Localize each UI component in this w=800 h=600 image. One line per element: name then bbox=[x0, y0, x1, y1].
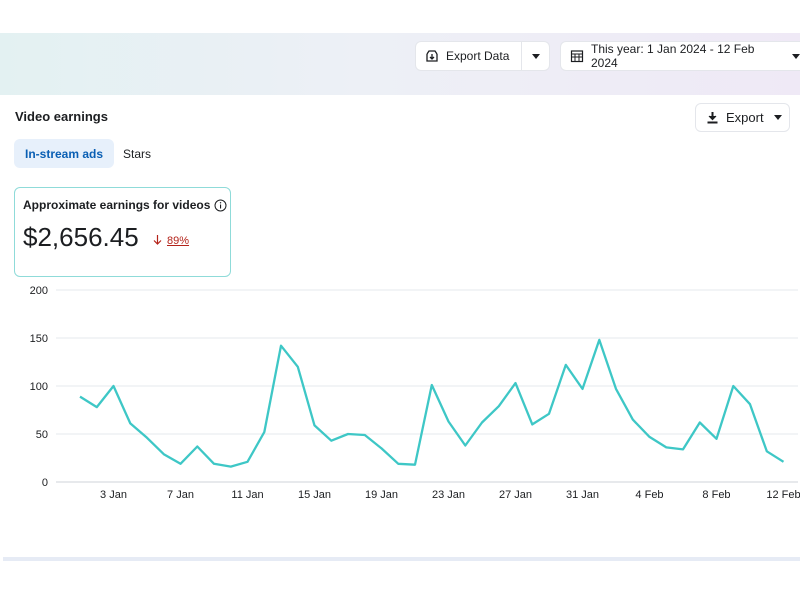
data-point[interactable] bbox=[245, 459, 251, 465]
data-point[interactable] bbox=[94, 404, 100, 410]
data-point[interactable] bbox=[697, 419, 703, 425]
export-label: Export bbox=[726, 110, 764, 125]
data-point[interactable] bbox=[647, 434, 653, 440]
data-point[interactable] bbox=[663, 444, 669, 450]
y-tick-label: 200 bbox=[30, 285, 48, 297]
x-tick-label: 27 Jan bbox=[499, 489, 532, 501]
data-point[interactable] bbox=[211, 461, 217, 467]
data-point[interactable] bbox=[781, 459, 787, 465]
date-range-label: This year: 1 Jan 2024 - 12 Feb 2024 bbox=[591, 42, 755, 70]
data-point[interactable] bbox=[228, 464, 234, 470]
data-point[interactable] bbox=[412, 462, 418, 468]
earnings-metric-card[interactable]: Approximate earnings for videos $2,656.4… bbox=[14, 187, 231, 277]
data-point[interactable] bbox=[747, 401, 753, 407]
data-point[interactable] bbox=[580, 386, 586, 392]
x-tick-label: 11 Jan bbox=[231, 489, 263, 501]
data-point[interactable] bbox=[395, 461, 401, 467]
data-point[interactable] bbox=[261, 429, 267, 435]
data-point[interactable] bbox=[446, 419, 452, 425]
data-point[interactable] bbox=[479, 419, 485, 425]
data-point[interactable] bbox=[161, 451, 167, 457]
data-point[interactable] bbox=[513, 380, 519, 386]
x-tick-label: 15 Jan bbox=[298, 489, 331, 501]
data-point[interactable] bbox=[496, 403, 502, 409]
data-point[interactable] bbox=[462, 443, 468, 449]
x-tick-label: 31 Jan bbox=[566, 489, 599, 501]
data-point[interactable] bbox=[596, 337, 602, 343]
metric-change-percent: 89% bbox=[167, 235, 190, 247]
data-point[interactable] bbox=[630, 417, 636, 423]
x-tick-label: 8 Feb bbox=[702, 489, 730, 501]
chevron-down-icon bbox=[773, 115, 782, 120]
data-point[interactable] bbox=[178, 461, 184, 467]
data-point[interactable] bbox=[730, 383, 736, 389]
data-point[interactable] bbox=[714, 436, 720, 442]
data-point[interactable] bbox=[680, 446, 686, 452]
tab-label: Stars bbox=[123, 146, 152, 161]
data-point[interactable] bbox=[529, 421, 535, 427]
info-icon[interactable] bbox=[214, 199, 227, 212]
y-tick-label: 50 bbox=[36, 429, 48, 441]
y-tick-label: 0 bbox=[42, 477, 48, 489]
download-icon bbox=[706, 111, 719, 124]
data-point[interactable] bbox=[127, 420, 133, 426]
tab-stars[interactable]: Stars bbox=[112, 139, 162, 168]
data-point[interactable] bbox=[312, 422, 318, 428]
data-point[interactable] bbox=[764, 448, 770, 454]
tab-in-stream-ads[interactable]: In-stream ads bbox=[14, 139, 115, 168]
chevron-down-icon bbox=[792, 53, 800, 59]
x-tick-label: 12 Feb bbox=[766, 489, 800, 501]
data-point[interactable] bbox=[379, 445, 385, 451]
data-point[interactable] bbox=[613, 386, 619, 392]
data-point[interactable] bbox=[546, 411, 552, 417]
x-tick-label: 23 Jan bbox=[432, 489, 465, 501]
card-title: Video earnings bbox=[15, 109, 108, 124]
x-tick-label: 19 Jan bbox=[365, 489, 398, 501]
data-point[interactable] bbox=[328, 438, 334, 444]
data-point[interactable] bbox=[345, 431, 351, 437]
data-point[interactable] bbox=[144, 435, 150, 441]
data-point[interactable] bbox=[429, 382, 435, 388]
data-point[interactable] bbox=[278, 343, 284, 349]
video-earnings-card: Video earnings Export In-stream ads Star… bbox=[3, 95, 800, 561]
date-range-picker[interactable]: This year: 1 Jan 2024 - 12 Feb 2024 bbox=[560, 41, 800, 71]
export-options-dropdown[interactable] bbox=[521, 41, 550, 71]
export-button[interactable]: Export bbox=[695, 103, 790, 132]
earnings-series-line[interactable] bbox=[79, 338, 785, 468]
data-point[interactable] bbox=[77, 394, 83, 400]
data-point[interactable] bbox=[111, 383, 117, 389]
export-data-button[interactable]: Export Data bbox=[415, 41, 522, 71]
data-point[interactable] bbox=[563, 362, 569, 368]
data-point[interactable] bbox=[194, 443, 200, 449]
data-point[interactable] bbox=[295, 364, 301, 370]
y-tick-label: 150 bbox=[30, 333, 48, 345]
metric-change: 89% bbox=[153, 234, 189, 248]
metric-value: $2,656.45 bbox=[23, 222, 139, 252]
download-box-icon bbox=[425, 49, 439, 63]
x-tick-label: 7 Jan bbox=[167, 489, 194, 501]
arrow-down-icon bbox=[153, 234, 162, 248]
x-tick-label: 3 Jan bbox=[100, 489, 127, 501]
metric-label-row: Approximate earnings for videos bbox=[23, 198, 227, 212]
data-point[interactable] bbox=[362, 432, 368, 438]
export-data-label: Export Data bbox=[446, 49, 510, 63]
tab-label: In-stream ads bbox=[25, 146, 104, 161]
metric-label: Approximate earnings for videos bbox=[23, 198, 211, 212]
calendar-icon bbox=[570, 49, 584, 63]
x-tick-label: 4 Feb bbox=[635, 489, 663, 501]
chevron-down-icon bbox=[531, 53, 540, 59]
y-tick-label: 100 bbox=[30, 381, 48, 393]
